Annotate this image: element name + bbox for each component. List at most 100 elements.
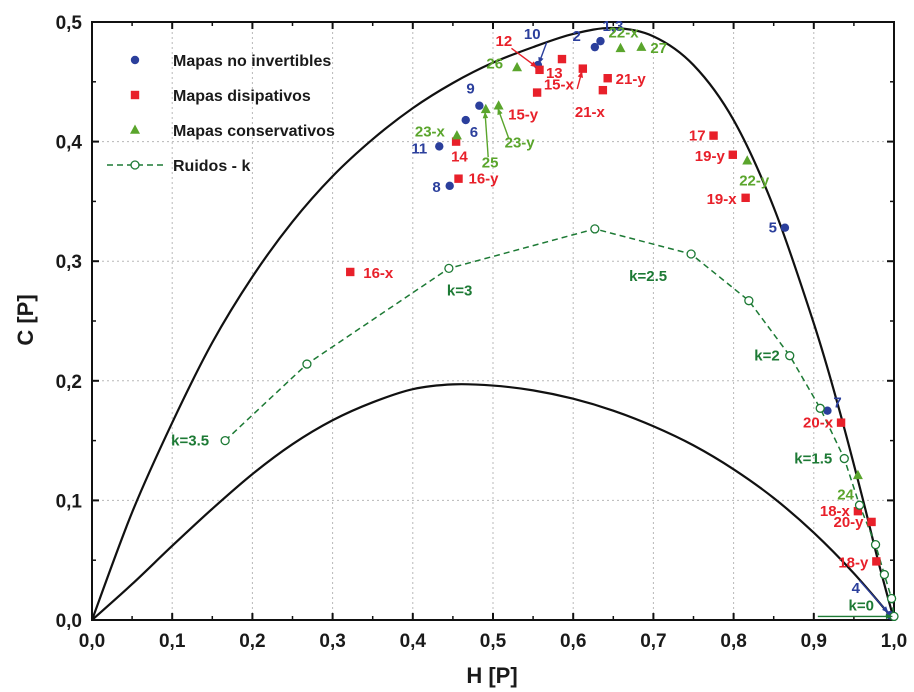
grid-lines xyxy=(92,22,894,620)
point-21-x xyxy=(598,85,608,95)
point-label: k=3 xyxy=(447,282,472,299)
point-label: 23-y xyxy=(505,135,536,152)
y-tick-labels: 0,0 0,1 0,2 0,3 0,4 0,5 xyxy=(56,13,83,632)
y-axis-title: C [P] xyxy=(13,294,38,345)
point-label: 9 xyxy=(466,81,474,98)
x-tick-label: 0,5 xyxy=(480,631,507,652)
arrow-23y-head xyxy=(497,108,503,116)
point-label: 17 xyxy=(689,128,706,145)
plot-frame xyxy=(91,21,895,621)
x-tick-labels: 0,0 0,1 0,2 0,3 0,4 0,5 0,6 0,7 0,8 0,9 1,0 xyxy=(79,631,907,652)
point-label: 22-x xyxy=(609,24,640,41)
point-k=2.5 xyxy=(686,249,696,259)
x-axis-title: H [P] xyxy=(466,663,517,688)
legend-marker xyxy=(130,55,140,65)
point-label: 10 xyxy=(524,26,541,43)
point-label: 18-x xyxy=(820,503,851,520)
legend: Mapas no invertibles Mapas disipativos Map… xyxy=(107,53,335,175)
point-label: 19-x xyxy=(707,191,738,208)
point-label: 20-x xyxy=(803,415,834,432)
point-26 xyxy=(512,61,523,72)
point-label: 4 xyxy=(852,580,861,597)
x-tick-label: 1,0 xyxy=(881,631,907,652)
point-20-x xyxy=(836,418,846,427)
point-13 xyxy=(557,54,567,64)
point-12 xyxy=(535,65,544,75)
point-k-noise xyxy=(886,593,897,604)
x-tick-label: 0,3 xyxy=(319,631,345,652)
point-k=2 xyxy=(785,351,795,361)
point-label: 22-y xyxy=(739,173,770,190)
point-label: 16-x xyxy=(363,265,394,282)
point-9 xyxy=(475,101,484,110)
point-16-y xyxy=(454,174,463,183)
point-22-x xyxy=(615,42,626,53)
x-tick-label: 0,6 xyxy=(560,631,586,652)
point-k-noise xyxy=(854,500,865,510)
boundary-curve-lower xyxy=(91,383,895,621)
point-k=3 xyxy=(444,263,454,274)
point-17 xyxy=(709,131,718,140)
point-11 xyxy=(435,142,444,151)
x-tick-label: 0,4 xyxy=(400,631,427,652)
point-label: 13 xyxy=(546,65,563,82)
point-label: 15-x xyxy=(544,77,575,94)
point-6 xyxy=(461,115,470,125)
point-18-x xyxy=(853,506,863,516)
point-k=1.5 xyxy=(839,453,849,464)
arrow-k0-head xyxy=(885,613,893,620)
point-label: 21-y xyxy=(616,71,647,88)
boundary-curve-upper xyxy=(90,26,896,621)
point-20-y xyxy=(867,517,876,527)
arrow-15x-head xyxy=(577,71,583,78)
point-14 xyxy=(451,137,461,146)
legend-label: Ruidos - k xyxy=(173,158,250,175)
arrow-4 xyxy=(858,580,889,614)
point-k=3.5 xyxy=(220,435,230,446)
point-label: 15-y xyxy=(508,107,539,124)
point-label: 27 xyxy=(650,40,667,57)
legend-marker xyxy=(130,90,140,100)
boundary-curves xyxy=(90,26,896,621)
point-label: 5 xyxy=(769,220,777,237)
point-label: 24 xyxy=(837,486,854,503)
y-tick-label: 0,5 xyxy=(56,13,83,34)
point-25 xyxy=(480,103,491,114)
point-label: 12 xyxy=(496,33,513,50)
point-2 xyxy=(590,42,600,52)
axis-ticks xyxy=(91,21,895,621)
point-23-x xyxy=(451,130,462,140)
point-label: 26 xyxy=(486,55,503,72)
point-label: 16-y xyxy=(469,171,500,188)
x-tick-label: 0,1 xyxy=(159,631,186,652)
legend-label: Mapas conservativos xyxy=(173,123,335,140)
point-k-noise xyxy=(302,359,312,369)
point-label: k=3.5 xyxy=(171,433,209,450)
point-7 xyxy=(823,406,832,415)
point-label: 8 xyxy=(432,179,440,196)
y-tick-label: 0,1 xyxy=(56,491,83,512)
point-label: 20-y xyxy=(834,514,865,531)
point-16-x xyxy=(346,267,355,277)
x-tick-label: 0,2 xyxy=(239,631,265,652)
point-19-x xyxy=(741,193,750,203)
point-label: 19-y xyxy=(695,148,726,165)
point-label: 14 xyxy=(451,149,468,166)
legend-marker xyxy=(130,160,140,170)
point-label: k=2.5 xyxy=(629,268,667,285)
point-label: 6 xyxy=(470,124,478,141)
point-label: 2 xyxy=(573,28,581,45)
y-tick-label: 0,0 xyxy=(56,611,82,632)
y-tick-label: 0,4 xyxy=(56,133,83,154)
point-label: 18-y xyxy=(838,554,869,571)
arrow-25-head xyxy=(482,111,489,119)
point-15-y xyxy=(532,88,542,97)
point-19-y xyxy=(728,150,737,159)
legend-label: Mapas no invertibles xyxy=(173,53,331,70)
point-k-noise xyxy=(590,224,600,234)
y-tick-label: 0,3 xyxy=(56,252,82,273)
x-tick-label: 0,8 xyxy=(720,631,746,652)
x-tick-label: 0,7 xyxy=(640,631,666,652)
